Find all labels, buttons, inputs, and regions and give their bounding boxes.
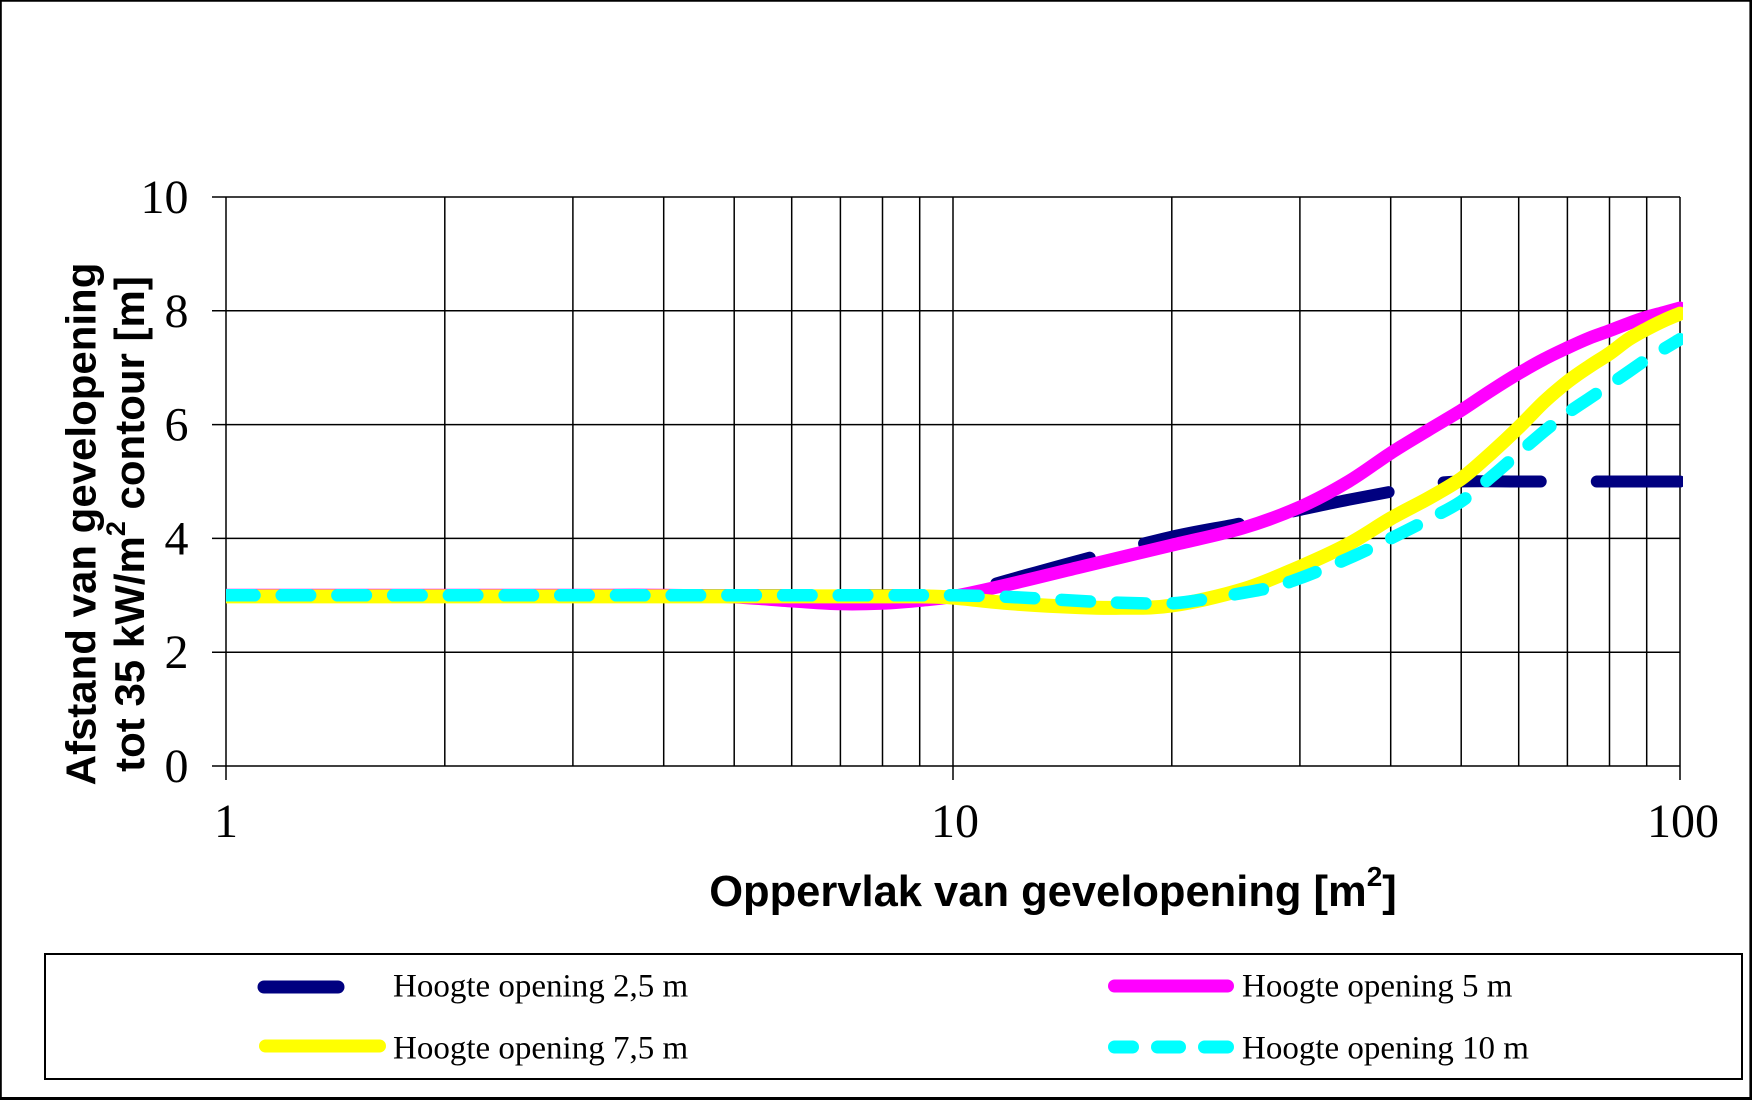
svg-text:10: 10: [141, 171, 189, 224]
svg-text:0: 0: [165, 740, 189, 793]
svg-text:8: 8: [165, 285, 189, 338]
svg-text:1: 1: [214, 795, 238, 848]
svg-text:Hoogte opening 7,5 m: Hoogte opening 7,5 m: [393, 1031, 688, 1067]
svg-text:6: 6: [165, 399, 189, 452]
svg-text:Hoogte opening 5 m: Hoogte opening 5 m: [1242, 969, 1513, 1005]
svg-text:Afstand van gevelopening: Afstand van gevelopening: [58, 263, 105, 786]
svg-text:Hoogte opening 10 m: Hoogte opening 10 m: [1242, 1031, 1529, 1067]
svg-text:100: 100: [1647, 795, 1719, 848]
svg-text:Oppervlak van gevelopening [m2: Oppervlak van gevelopening [m2]: [709, 861, 1397, 916]
svg-text:10: 10: [931, 795, 979, 848]
svg-text:Hoogte opening 2,5 m: Hoogte opening 2,5 m: [393, 969, 688, 1005]
svg-text:4: 4: [165, 512, 189, 565]
svg-text:2: 2: [165, 626, 189, 679]
svg-text:tot 35 kW/m2 contour [m]: tot 35 kW/m2 contour [m]: [101, 276, 153, 772]
